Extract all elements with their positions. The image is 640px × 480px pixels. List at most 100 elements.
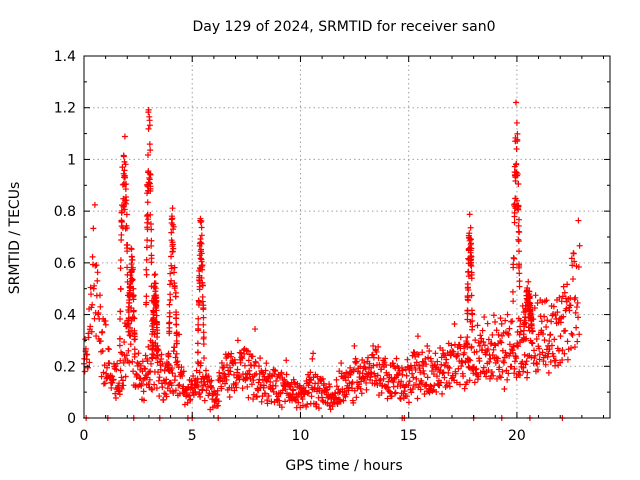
data-point (223, 362, 230, 369)
data-point (169, 365, 176, 372)
data-point (467, 357, 474, 364)
data-point (271, 371, 278, 378)
data-point (505, 370, 512, 377)
data-point (258, 398, 265, 405)
data-point (198, 256, 205, 263)
data-point (275, 371, 282, 378)
data-point (118, 223, 125, 230)
data-point (408, 389, 415, 396)
data-point (168, 253, 175, 260)
data-point (192, 388, 199, 395)
data-point (337, 398, 344, 405)
data-point (157, 366, 164, 373)
data-point (409, 370, 416, 377)
data-point (464, 316, 471, 323)
data-point (514, 203, 521, 210)
data-point (151, 381, 158, 388)
data-point (413, 375, 420, 382)
data-point (571, 344, 578, 351)
data-point (465, 273, 472, 280)
data-point (245, 348, 252, 355)
data-point (146, 117, 153, 124)
data-point (299, 396, 306, 403)
data-point (529, 340, 536, 347)
data-point (404, 356, 411, 363)
data-point (243, 374, 250, 381)
data-point (494, 375, 501, 382)
data-point (384, 384, 391, 391)
data-point (144, 237, 151, 244)
data-point (282, 398, 289, 405)
data-point (521, 321, 528, 328)
data-point (411, 362, 418, 369)
data-point (117, 357, 124, 364)
data-point (358, 390, 365, 397)
data-point (99, 348, 106, 355)
data-point (385, 378, 392, 385)
data-point (573, 304, 580, 311)
data-point (278, 404, 285, 411)
data-point (528, 321, 535, 328)
data-point (171, 344, 178, 351)
data-point (97, 338, 104, 345)
data-point (155, 346, 162, 353)
data-point (573, 324, 580, 331)
data-point (329, 403, 336, 410)
data-point (437, 367, 444, 374)
data-point (197, 240, 204, 247)
data-point (568, 345, 575, 352)
data-point (262, 390, 269, 397)
data-point (466, 377, 473, 384)
data-point (123, 241, 130, 248)
data-point (462, 359, 469, 366)
data-point (497, 315, 504, 322)
data-point (272, 368, 279, 375)
data-point (571, 258, 578, 265)
data-point (200, 341, 207, 348)
data-point (347, 364, 354, 371)
data-point (96, 292, 103, 299)
data-point (416, 365, 423, 372)
data-point (173, 311, 180, 318)
data-point (241, 350, 248, 357)
data-point (148, 360, 155, 367)
data-point (363, 386, 370, 393)
data-point (398, 378, 405, 385)
data-point (444, 350, 451, 357)
data-point (469, 323, 476, 330)
data-point (534, 360, 541, 367)
data-point (525, 278, 532, 285)
data-point (119, 164, 126, 171)
data-point (564, 281, 571, 288)
data-point (283, 357, 290, 364)
data-point (464, 296, 471, 303)
data-point (252, 359, 259, 366)
data-point (468, 292, 475, 299)
x-tick-label: 10 (292, 428, 310, 444)
data-point (168, 229, 175, 236)
data-point (160, 396, 167, 403)
data-point (417, 386, 424, 393)
data-point (424, 374, 431, 381)
data-point (357, 385, 364, 392)
data-point (193, 367, 200, 374)
data-point (148, 226, 155, 233)
data-point (168, 220, 175, 227)
data-point (514, 130, 521, 137)
data-point (129, 358, 136, 365)
data-point (410, 374, 417, 381)
data-point (125, 328, 132, 335)
data-point (149, 351, 156, 358)
data-point (244, 383, 251, 390)
data-point (86, 359, 93, 366)
data-point (532, 292, 539, 299)
data-point (102, 321, 109, 328)
data-point (95, 309, 102, 316)
data-point (422, 355, 429, 362)
data-point (239, 355, 246, 362)
data-point (116, 342, 123, 349)
data-point (168, 265, 175, 272)
data-point (174, 358, 181, 365)
data-point (121, 206, 128, 213)
data-point (560, 283, 567, 290)
